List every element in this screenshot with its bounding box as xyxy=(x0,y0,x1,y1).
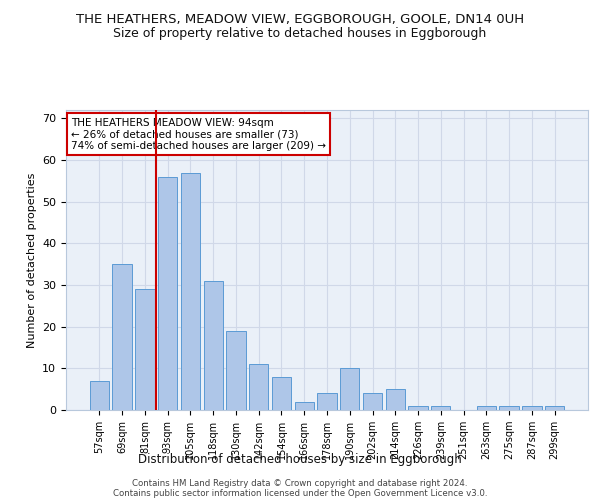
Text: Distribution of detached houses by size in Eggborough: Distribution of detached houses by size … xyxy=(138,452,462,466)
Bar xyxy=(226,331,245,410)
Bar xyxy=(340,368,359,410)
Bar xyxy=(363,394,382,410)
Bar xyxy=(431,406,451,410)
Text: Contains HM Land Registry data © Crown copyright and database right 2024.: Contains HM Land Registry data © Crown c… xyxy=(132,478,468,488)
Bar xyxy=(90,381,109,410)
Bar xyxy=(476,406,496,410)
Bar xyxy=(203,281,223,410)
Bar xyxy=(112,264,132,410)
Bar xyxy=(158,176,178,410)
Bar xyxy=(249,364,268,410)
Bar xyxy=(181,172,200,410)
Bar xyxy=(522,406,542,410)
Text: Size of property relative to detached houses in Eggborough: Size of property relative to detached ho… xyxy=(113,28,487,40)
Bar xyxy=(386,389,405,410)
Bar xyxy=(135,289,155,410)
Bar xyxy=(409,406,428,410)
Bar xyxy=(499,406,519,410)
Y-axis label: Number of detached properties: Number of detached properties xyxy=(26,172,37,348)
Bar xyxy=(272,376,291,410)
Bar xyxy=(295,402,314,410)
Bar xyxy=(317,394,337,410)
Text: THE HEATHERS, MEADOW VIEW, EGGBOROUGH, GOOLE, DN14 0UH: THE HEATHERS, MEADOW VIEW, EGGBOROUGH, G… xyxy=(76,12,524,26)
Bar xyxy=(545,406,564,410)
Text: THE HEATHERS MEADOW VIEW: 94sqm
← 26% of detached houses are smaller (73)
74% of: THE HEATHERS MEADOW VIEW: 94sqm ← 26% of… xyxy=(71,118,326,150)
Text: Contains public sector information licensed under the Open Government Licence v3: Contains public sector information licen… xyxy=(113,488,487,498)
